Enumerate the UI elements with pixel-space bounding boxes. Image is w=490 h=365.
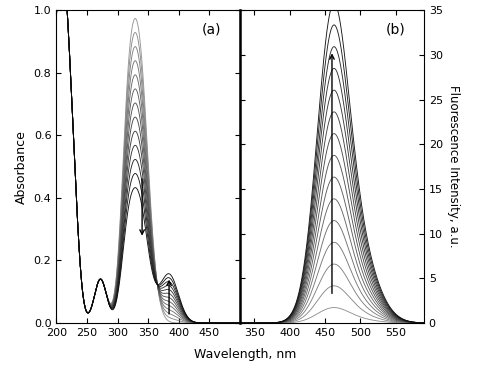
Text: (b): (b) bbox=[386, 23, 405, 37]
Text: (a): (a) bbox=[202, 23, 221, 37]
Y-axis label: Fluorescence Intensity, a.u.: Fluorescence Intensity, a.u. bbox=[446, 85, 460, 248]
Text: Wavelength, nm: Wavelength, nm bbox=[194, 348, 296, 361]
Y-axis label: Absorbance: Absorbance bbox=[15, 130, 28, 204]
